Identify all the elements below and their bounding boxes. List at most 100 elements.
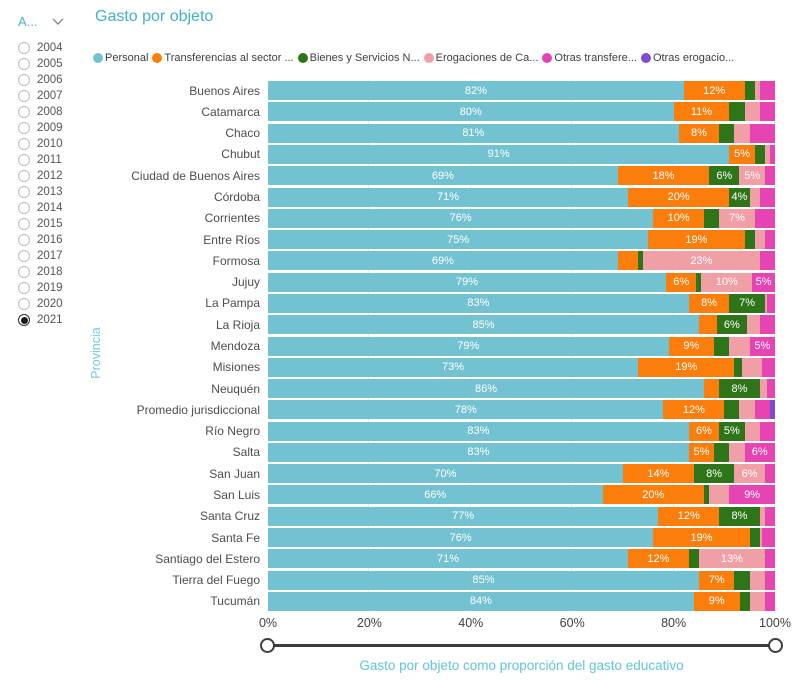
bar-segment-personal[interactable]: 79% (268, 272, 666, 292)
bar-segment-transferencias[interactable]: 20% (627, 187, 730, 207)
radio-icon[interactable] (18, 282, 30, 294)
bar-segment-erogaciones[interactable] (754, 230, 765, 250)
year-option-2007[interactable]: 2007 (18, 88, 63, 104)
bar-segment-erogaciones[interactable] (749, 570, 765, 590)
year-option-2004[interactable]: 2004 (18, 40, 63, 56)
bar-segment-transferencias[interactable]: 19% (638, 357, 735, 377)
bar-segment-personal[interactable]: 76% (268, 208, 654, 228)
year-option-2020[interactable]: 2020 (18, 296, 63, 312)
bar-segment-bienes[interactable] (724, 400, 740, 420)
radio-icon[interactable] (18, 218, 30, 230)
bar-segment-otras[interactable]: 6% (744, 442, 775, 462)
bar-segment-erogaciones[interactable]: 7% (719, 208, 755, 228)
bar-segment-personal[interactable]: 78% (268, 400, 664, 420)
bar-segment-personal[interactable]: 82% (268, 81, 684, 101)
bar-segment-bienes[interactable] (744, 81, 755, 101)
bar-segment-bienes[interactable] (704, 208, 720, 228)
bar-segment-transferencias[interactable]: 8% (688, 293, 730, 313)
bar-segment-personal[interactable]: 77% (268, 506, 659, 526)
bar-segment-otras[interactable] (759, 81, 775, 101)
legend-item[interactable]: Otras transfere... (542, 52, 637, 64)
year-option-2008[interactable]: 2008 (18, 104, 63, 120)
bar-segment-bienes[interactable]: 8% (693, 464, 735, 484)
bar-segment-otras[interactable] (769, 144, 775, 164)
bar-segment-transferencias[interactable]: 7% (698, 570, 735, 590)
bar-segment-personal[interactable]: 69% (268, 166, 618, 186)
legend-item[interactable]: Transferencias al sector ... (152, 52, 294, 64)
bar-segment-transferencias[interactable]: 12% (683, 81, 745, 101)
bar-segment-erogaciones[interactable] (729, 336, 750, 356)
year-option-2018[interactable]: 2018 (18, 264, 63, 280)
year-option-2011[interactable]: 2011 (18, 152, 63, 168)
bar-segment-erogaciones[interactable] (749, 187, 760, 207)
chevron-down-icon[interactable] (52, 18, 64, 26)
bar-segment-erogaciones[interactable] (744, 102, 760, 122)
bar-segment-erogaciones[interactable] (764, 144, 770, 164)
bar-segment-erogaciones[interactable] (754, 81, 760, 101)
range-slider-handle-min[interactable] (260, 638, 275, 653)
year-option-2005[interactable]: 2005 (18, 56, 63, 72)
radio-icon[interactable] (18, 298, 30, 310)
radio-icon[interactable] (18, 122, 30, 134)
bar-segment-bienes[interactable] (749, 528, 760, 548)
year-option-2015[interactable]: 2015 (18, 216, 63, 232)
bar-segment-bienes[interactable] (744, 230, 755, 250)
radio-icon[interactable] (18, 250, 30, 262)
bar-segment-bienes[interactable] (739, 591, 750, 611)
year-option-2016[interactable]: 2016 (18, 232, 63, 248)
bar-segment-erogaciones[interactable] (742, 357, 763, 377)
bar-segment-erogaciones[interactable] (764, 293, 768, 313)
legend-item[interactable]: Otras erogacio... (640, 52, 734, 64)
bar-segment-transferencias[interactable]: 19% (648, 230, 745, 250)
year-dropdown[interactable]: A... (18, 14, 64, 29)
bar-segment-erogaciones[interactable]: 5% (739, 166, 765, 186)
bar-segment-erogaciones[interactable] (729, 442, 745, 462)
bar-segment-personal[interactable]: 86% (268, 379, 705, 399)
legend-item[interactable]: Bienes y Servicios N... (297, 52, 420, 64)
bar-segment-bienes[interactable]: 5% (719, 421, 745, 441)
bar-segment-personal[interactable]: 85% (268, 315, 699, 335)
radio-icon[interactable] (18, 58, 30, 70)
radio-icon[interactable] (18, 42, 30, 54)
year-option-2014[interactable]: 2014 (18, 200, 63, 216)
bar-segment-personal[interactable]: 91% (268, 144, 730, 164)
radio-icon[interactable] (18, 138, 30, 150)
bar-segment-bienes[interactable] (754, 144, 765, 164)
bar-segment-personal[interactable]: 83% (268, 421, 689, 441)
bar-segment-personal[interactable]: 84% (268, 591, 694, 611)
bar-segment-personal[interactable]: 79% (268, 336, 669, 356)
bar-segment-transferencias[interactable]: 6% (688, 421, 720, 441)
year-option-2021[interactable]: 2021 (18, 312, 63, 328)
bar-segment-bienes[interactable] (714, 336, 730, 356)
bar-segment-transferencias[interactable] (617, 251, 639, 271)
bar-segment-transferencias[interactable]: 19% (653, 528, 750, 548)
bar-segment-otras[interactable] (762, 528, 775, 548)
bar-segment-personal[interactable]: 75% (268, 230, 649, 250)
radio-icon[interactable] (18, 234, 30, 246)
radio-icon[interactable] (18, 106, 30, 118)
bar-segment-erogaciones[interactable] (744, 421, 760, 441)
bar-segment-otras[interactable] (764, 464, 775, 484)
radio-icon[interactable] (18, 154, 30, 166)
bar-segment-bienes[interactable] (714, 442, 730, 462)
bar-segment-transferencias[interactable]: 12% (627, 549, 689, 569)
bar-segment-bienes[interactable] (704, 485, 710, 505)
bar-segment-transferencias[interactable]: 9% (668, 336, 715, 356)
bar-segment-transferencias[interactable]: 5% (688, 442, 715, 462)
bar-segment-personal[interactable]: 83% (268, 293, 689, 313)
bar-segment-transferencias[interactable]: 8% (678, 123, 720, 143)
bar-segment-otras[interactable]: 5% (749, 336, 775, 356)
bar-segment-transferencias[interactable]: 9% (693, 591, 740, 611)
bar-segment-personal[interactable]: 70% (268, 464, 623, 484)
bar-segment-transferencias[interactable]: 5% (729, 144, 755, 164)
year-option-2012[interactable]: 2012 (18, 168, 63, 184)
bar-segment-personal[interactable]: 73% (268, 357, 639, 377)
bar-segment-bienes[interactable] (719, 123, 735, 143)
bar-segment-erogaciones[interactable]: 23% (643, 251, 760, 271)
bar-segment-otras[interactable] (764, 591, 775, 611)
bar-segment-bienes[interactable]: 8% (719, 506, 760, 526)
bar-segment-otras[interactable] (759, 187, 775, 207)
radio-icon[interactable] (18, 314, 30, 326)
bar-segment-bienes[interactable]: 6% (709, 166, 740, 186)
bar-segment-otras[interactable] (764, 549, 775, 569)
